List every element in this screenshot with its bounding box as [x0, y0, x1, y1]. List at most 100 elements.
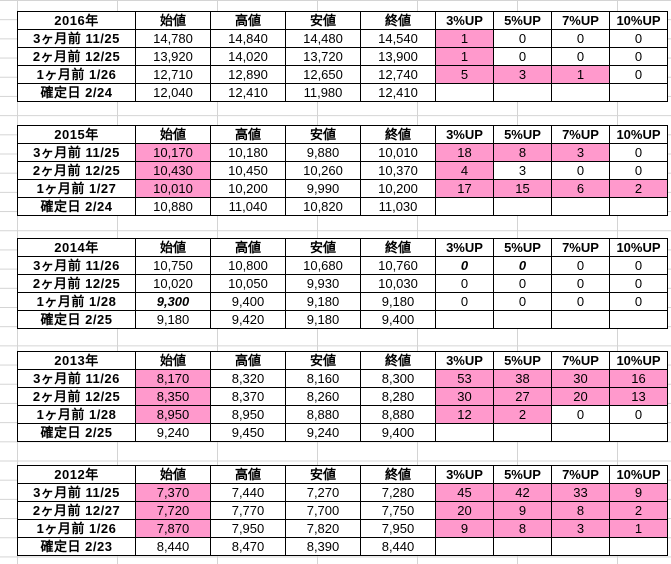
price-cell[interactable]: 10,030 [360, 274, 436, 293]
up-count-cell[interactable]: 0 [609, 274, 668, 293]
up-count-cell[interactable]: 42 [493, 483, 552, 502]
row-label[interactable]: 1ヶ月前 1/27 [17, 179, 136, 198]
up-count-cell[interactable]: 17 [435, 179, 494, 198]
price-cell[interactable]: 11,980 [285, 83, 361, 102]
row-label[interactable]: 1ヶ月前 1/28 [17, 292, 136, 311]
price-cell[interactable]: 7,280 [360, 483, 436, 502]
up-count-cell[interactable]: 2 [493, 405, 552, 424]
up-count-cell[interactable]: 2 [609, 179, 668, 198]
price-cell[interactable]: 8,470 [210, 537, 286, 556]
year-label[interactable]: 2015年 [17, 125, 136, 144]
up-count-cell[interactable] [435, 197, 494, 216]
up-count-cell[interactable]: 53 [435, 369, 494, 388]
up-count-cell[interactable] [493, 83, 552, 102]
price-cell[interactable]: 8,950 [210, 405, 286, 424]
up-count-cell[interactable]: 4 [435, 161, 494, 180]
price-cell[interactable]: 10,750 [135, 256, 211, 275]
price-cell[interactable]: 9,180 [285, 292, 361, 311]
price-cell[interactable]: 9,240 [135, 423, 211, 442]
row-label[interactable]: 確定日 2/25 [17, 423, 136, 442]
price-cell[interactable]: 9,400 [210, 292, 286, 311]
price-cell[interactable]: 9,990 [285, 179, 361, 198]
up-count-cell[interactable]: 1 [551, 65, 610, 84]
price-cell[interactable]: 12,410 [360, 83, 436, 102]
column-header[interactable]: 3%UP [435, 11, 494, 30]
up-count-cell[interactable]: 3 [551, 143, 610, 162]
price-cell[interactable]: 8,370 [210, 387, 286, 406]
column-header[interactable]: 7%UP [551, 11, 610, 30]
up-count-cell[interactable]: 0 [609, 292, 668, 311]
price-cell[interactable]: 7,820 [285, 519, 361, 538]
column-header[interactable]: 始値 [135, 125, 211, 144]
column-header[interactable]: 3%UP [435, 465, 494, 484]
price-cell[interactable]: 8,880 [360, 405, 436, 424]
column-header[interactable]: 高値 [210, 238, 286, 257]
up-count-cell[interactable]: 0 [493, 47, 552, 66]
price-cell[interactable]: 9,930 [285, 274, 361, 293]
up-count-cell[interactable]: 0 [551, 274, 610, 293]
column-header[interactable]: 10%UP [609, 465, 668, 484]
row-label[interactable]: 2ヶ月前 12/25 [17, 274, 136, 293]
row-label[interactable]: 3ヶ月前 11/26 [17, 369, 136, 388]
column-header[interactable]: 高値 [210, 351, 286, 370]
column-header[interactable]: 7%UP [551, 125, 610, 144]
up-count-cell[interactable]: 0 [609, 29, 668, 48]
row-label[interactable]: 1ヶ月前 1/28 [17, 405, 136, 424]
up-count-cell[interactable] [493, 197, 552, 216]
price-cell[interactable]: 13,900 [360, 47, 436, 66]
up-count-cell[interactable]: 9 [609, 483, 668, 502]
column-header[interactable]: 高値 [210, 465, 286, 484]
column-header[interactable]: 5%UP [493, 125, 552, 144]
up-count-cell[interactable] [551, 197, 610, 216]
year-label[interactable]: 2012年 [17, 465, 136, 484]
up-count-cell[interactable] [551, 310, 610, 329]
price-cell[interactable]: 12,710 [135, 65, 211, 84]
up-count-cell[interactable]: 20 [435, 501, 494, 520]
column-header[interactable]: 始値 [135, 351, 211, 370]
price-cell[interactable]: 14,780 [135, 29, 211, 48]
price-cell[interactable]: 9,180 [285, 310, 361, 329]
price-cell[interactable]: 9,180 [360, 292, 436, 311]
price-cell[interactable]: 7,270 [285, 483, 361, 502]
up-count-cell[interactable] [493, 310, 552, 329]
price-cell[interactable]: 9,400 [360, 423, 436, 442]
price-cell[interactable]: 7,720 [135, 501, 211, 520]
column-header[interactable]: 3%UP [435, 125, 494, 144]
up-count-cell[interactable]: 6 [551, 179, 610, 198]
up-count-cell[interactable]: 0 [609, 143, 668, 162]
up-count-cell[interactable]: 0 [493, 274, 552, 293]
column-header[interactable]: 終値 [360, 125, 436, 144]
column-header[interactable]: 始値 [135, 465, 211, 484]
year-label[interactable]: 2013年 [17, 351, 136, 370]
price-cell[interactable]: 8,350 [135, 387, 211, 406]
price-cell[interactable]: 12,410 [210, 83, 286, 102]
row-label[interactable]: 1ヶ月前 1/26 [17, 519, 136, 538]
up-count-cell[interactable]: 0 [551, 29, 610, 48]
up-count-cell[interactable]: 0 [609, 47, 668, 66]
up-count-cell[interactable] [609, 83, 668, 102]
up-count-cell[interactable]: 0 [609, 161, 668, 180]
price-cell[interactable]: 10,880 [135, 197, 211, 216]
price-cell[interactable]: 9,880 [285, 143, 361, 162]
row-label[interactable]: 1ヶ月前 1/26 [17, 65, 136, 84]
up-count-cell[interactable]: 3 [551, 519, 610, 538]
price-cell[interactable]: 8,440 [135, 537, 211, 556]
up-count-cell[interactable]: 0 [435, 256, 494, 275]
up-count-cell[interactable]: 27 [493, 387, 552, 406]
up-count-cell[interactable]: 18 [435, 143, 494, 162]
price-cell[interactable]: 10,760 [360, 256, 436, 275]
row-label[interactable]: 2ヶ月前 12/25 [17, 47, 136, 66]
column-header[interactable]: 安値 [285, 11, 361, 30]
up-count-cell[interactable] [609, 423, 668, 442]
column-header[interactable]: 安値 [285, 125, 361, 144]
up-count-cell[interactable] [435, 423, 494, 442]
up-count-cell[interactable] [609, 197, 668, 216]
price-cell[interactable]: 9,400 [360, 310, 436, 329]
price-cell[interactable]: 9,300 [135, 292, 211, 311]
column-header[interactable]: 安値 [285, 465, 361, 484]
price-cell[interactable]: 7,440 [210, 483, 286, 502]
up-count-cell[interactable]: 20 [551, 387, 610, 406]
up-count-cell[interactable]: 0 [609, 65, 668, 84]
column-header[interactable]: 高値 [210, 125, 286, 144]
up-count-cell[interactable]: 0 [609, 405, 668, 424]
